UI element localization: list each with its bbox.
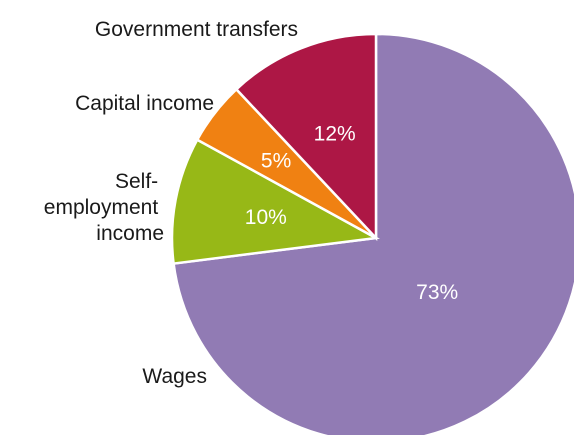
category-label-government-transfers: Government transfers	[95, 18, 298, 41]
category-label-capital-income: Capital income	[75, 92, 214, 115]
category-label-wages: Wages	[142, 365, 207, 388]
percent-label-wages: 73%	[416, 281, 458, 304]
category-label-self-employment-line1: Self-	[115, 170, 158, 193]
category-label-self-employment-line2: employment	[44, 196, 159, 219]
category-label-self-employment-income: Self- employment income	[44, 170, 164, 245]
pie-slices	[170, 32, 574, 435]
pie-slice-self-employment-income	[170, 138, 380, 265]
percent-label-capital-income: 5%	[261, 150, 291, 173]
percent-labels: 73% 10% 5% 12%	[245, 123, 458, 304]
pie-slice-wages	[172, 32, 574, 435]
pie-slice-government-transfers	[234, 32, 378, 242]
category-label-self-employment-line3: income	[96, 222, 164, 245]
percent-label-self-employment-income: 10%	[245, 206, 287, 229]
percent-label-government-transfers: 12%	[314, 123, 356, 146]
